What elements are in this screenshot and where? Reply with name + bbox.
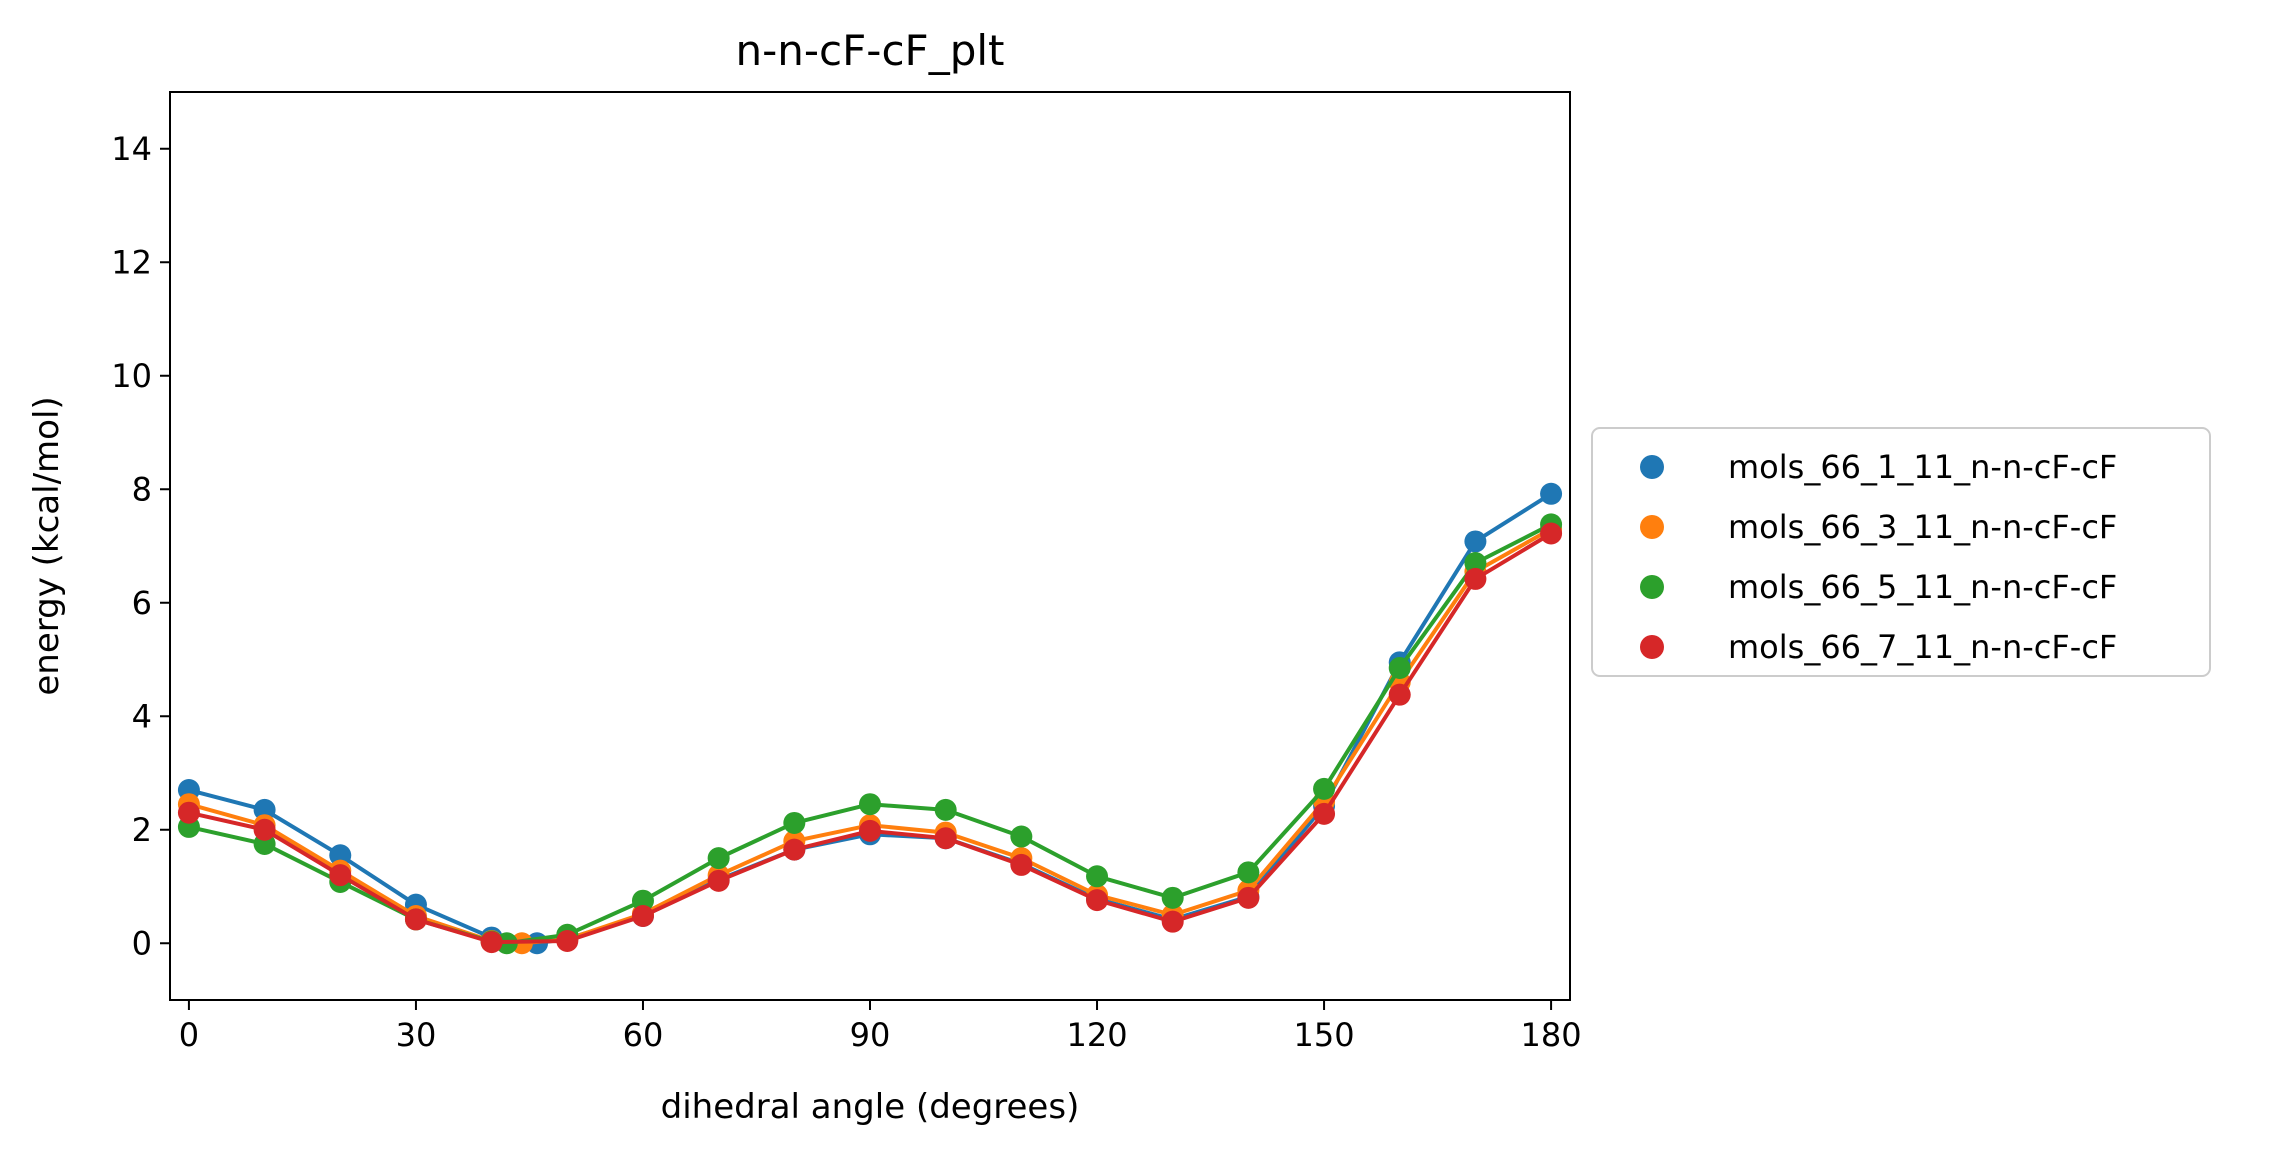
data-point bbox=[329, 864, 352, 887]
legend: mols_66_1_11_n-n-cF-cF mols_66_3_11_n-n-c… bbox=[1591, 427, 2211, 677]
x-tick-label: 150 bbox=[1294, 1016, 1355, 1054]
legend-label: mols_66_3_11_n-n-cF-cF bbox=[1728, 508, 2117, 546]
y-tick-label: 14 bbox=[111, 130, 152, 168]
y-tick-label: 8 bbox=[132, 470, 152, 508]
plot-area bbox=[170, 92, 1570, 1000]
data-point bbox=[1313, 802, 1336, 825]
legend-label: mols_66_1_11_n-n-cF-cF bbox=[1728, 448, 2117, 486]
data-point bbox=[707, 869, 730, 892]
data-point bbox=[404, 908, 427, 931]
y-tick-label: 4 bbox=[132, 697, 152, 735]
data-point bbox=[1010, 825, 1033, 848]
legend-item: mols_66_1_11_n-n-cF-cF bbox=[1640, 448, 2117, 486]
series-layer bbox=[177, 482, 1563, 955]
legend-marker bbox=[1640, 635, 1664, 659]
data-point bbox=[631, 889, 654, 912]
legend-frame bbox=[1591, 427, 2211, 677]
data-point bbox=[1237, 886, 1260, 909]
legend-marker bbox=[1640, 455, 1664, 479]
x-tick-label: 60 bbox=[623, 1016, 664, 1054]
legend-label: mols_66_7_11_n-n-cF-cF bbox=[1728, 628, 2117, 666]
data-point bbox=[1237, 861, 1260, 884]
data-point bbox=[1161, 910, 1184, 933]
data-point bbox=[1161, 886, 1184, 909]
data-point bbox=[859, 819, 881, 842]
data-point bbox=[1086, 865, 1109, 888]
data-point bbox=[934, 798, 957, 821]
data-point bbox=[1313, 777, 1336, 800]
x-tick-label: 90 bbox=[850, 1016, 891, 1054]
y-tick-label: 0 bbox=[132, 924, 152, 962]
data-point bbox=[707, 847, 730, 870]
y-tick-label: 2 bbox=[132, 811, 152, 849]
x-tick-label: 0 bbox=[179, 1016, 199, 1054]
data-point bbox=[1388, 683, 1411, 706]
data-point bbox=[556, 929, 579, 952]
data-point bbox=[253, 798, 276, 821]
data-point bbox=[177, 801, 200, 824]
data-point bbox=[1010, 853, 1033, 876]
legend-label: mols_66_5_11_n-n-cF-cF bbox=[1728, 568, 2117, 606]
legend-marker bbox=[1640, 575, 1664, 599]
series-4 bbox=[177, 522, 1563, 954]
legend-item: mols_66_7_11_n-n-cF-cF bbox=[1640, 628, 2117, 666]
x-axis-label: dihedral angle (degrees) bbox=[661, 1087, 1080, 1127]
x-tick-label: 30 bbox=[396, 1016, 437, 1054]
data-point bbox=[253, 818, 276, 841]
x-tick-label: 180 bbox=[1521, 1016, 1582, 1054]
legend-marker bbox=[1640, 515, 1664, 539]
data-point bbox=[480, 931, 503, 954]
series-line bbox=[188, 527, 1553, 946]
data-point bbox=[783, 811, 806, 834]
y-axis: 0 2 4 6 8 10 12 14 bbox=[111, 130, 170, 962]
legend-item: mols_66_3_11_n-n-cF-cF bbox=[1640, 508, 2117, 546]
y-tick-label: 12 bbox=[111, 243, 152, 281]
data-point bbox=[1086, 889, 1109, 912]
data-point bbox=[1464, 552, 1487, 575]
data-point bbox=[1464, 530, 1487, 553]
x-axis: 0 30 60 90 120 150 180 bbox=[179, 1000, 1582, 1054]
data-point bbox=[859, 793, 881, 816]
y-tick-label: 10 bbox=[111, 357, 152, 395]
data-point bbox=[631, 905, 654, 928]
data-point bbox=[1540, 482, 1563, 505]
x-tick-label: 120 bbox=[1066, 1016, 1127, 1054]
legend-item: mols_66_5_11_n-n-cF-cF bbox=[1640, 568, 2117, 606]
data-point bbox=[1464, 567, 1487, 590]
y-tick-label: 6 bbox=[132, 584, 152, 622]
data-point bbox=[783, 838, 806, 861]
chart-title: n-n-cF-cF_plt bbox=[735, 26, 1004, 75]
data-point bbox=[1540, 522, 1563, 545]
data-point bbox=[329, 844, 352, 867]
data-point bbox=[934, 827, 957, 850]
y-axis-label: energy (kcal/mol) bbox=[27, 396, 67, 695]
data-point bbox=[1388, 657, 1411, 680]
